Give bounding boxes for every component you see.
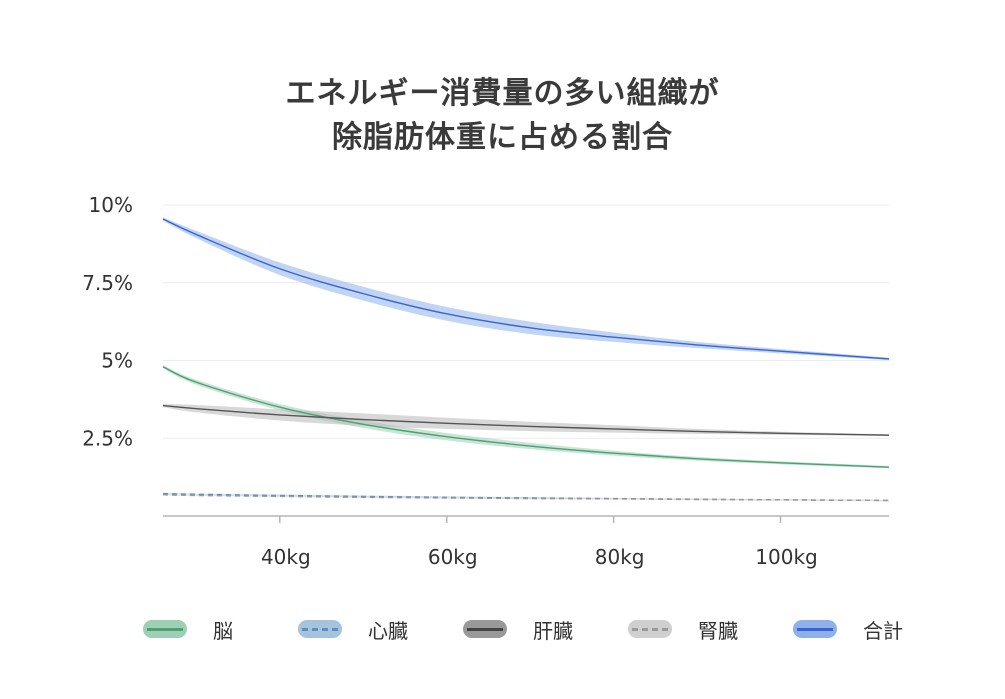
legend-item[interactable]: 腎臓 — [628, 612, 738, 646]
legend-label: 合計 — [863, 618, 903, 643]
chart-title-line-1: エネルギー消費量の多い組織が — [285, 76, 720, 111]
series-line-0 — [162, 366, 890, 468]
y-tick-label: 2.5% — [82, 426, 133, 450]
legend-swatch — [143, 620, 187, 638]
x-tick-label: 100kg — [755, 545, 817, 569]
legend-line — [302, 628, 338, 631]
x-axis-ticks: 40kg 60kg 80kg 100kg — [261, 516, 818, 569]
legend-line — [797, 628, 833, 631]
x-tick-label: 80kg — [595, 545, 645, 569]
grid-lines — [163, 204, 889, 439]
chart-title: エネルギー消費量の多い組織が 除脂肪体重に占める割合 — [0, 72, 1005, 160]
series-line-2 — [162, 404, 890, 436]
y-axis-ticks: 10% 7.5% 5% 2.5% — [82, 193, 133, 450]
legend-swatch — [628, 620, 672, 638]
series-line-4 — [162, 218, 890, 360]
legend-label: 腎臓 — [698, 618, 738, 643]
legend-label: 心臓 — [368, 618, 408, 643]
y-tick-label: 5% — [101, 349, 133, 373]
legend-swatch — [298, 620, 342, 638]
x-tick-label: 60kg — [428, 545, 478, 569]
chart-title-line-2: 除脂肪体重に占める割合 — [332, 120, 673, 155]
legend-line — [147, 628, 183, 631]
band-2 — [163, 404, 889, 437]
series-lines — [162, 218, 890, 502]
legend-item[interactable]: 脳 — [143, 612, 233, 646]
series-line-3 — [162, 494, 890, 502]
y-tick-label: 7.5% — [82, 271, 133, 295]
confidence-bands — [163, 217, 889, 502]
x-tick-label: 40kg — [261, 545, 311, 569]
legend: 脳 心臓 肝臓 腎臓 合計 — [0, 612, 1005, 646]
legend-item[interactable]: 心臓 — [298, 612, 408, 646]
legend-line — [632, 628, 668, 631]
legend-label: 肝臓 — [533, 618, 573, 643]
y-tick-label: 10% — [89, 193, 133, 217]
band-4 — [163, 217, 889, 361]
legend-item[interactable]: 肝臓 — [463, 612, 573, 646]
legend-swatch — [463, 620, 507, 638]
legend-item[interactable]: 合計 — [793, 612, 903, 646]
legend-line — [467, 628, 503, 631]
legend-label: 脳 — [213, 618, 233, 643]
legend-swatch — [793, 620, 837, 638]
